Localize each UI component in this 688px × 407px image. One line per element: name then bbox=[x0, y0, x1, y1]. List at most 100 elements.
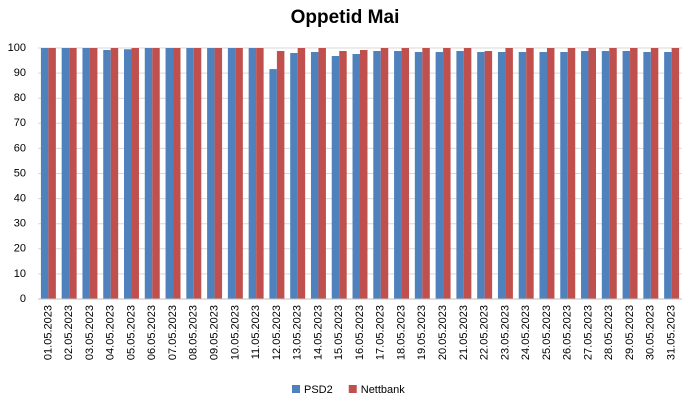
bar bbox=[69, 48, 77, 299]
bar bbox=[484, 51, 493, 300]
bar bbox=[373, 51, 381, 300]
bar bbox=[560, 52, 568, 300]
bar bbox=[463, 48, 472, 299]
bar bbox=[186, 48, 194, 299]
bar bbox=[539, 52, 547, 300]
x-tick-label: 10.05.2023 bbox=[229, 305, 241, 360]
x-tick-label: 21.05.2023 bbox=[458, 305, 470, 360]
x-tick-label: 06.05.2023 bbox=[146, 305, 158, 360]
bar bbox=[110, 48, 119, 299]
x-tick-label: 14.05.2023 bbox=[312, 305, 324, 360]
bar bbox=[152, 48, 160, 299]
bar bbox=[581, 51, 589, 300]
x-tick-label: 02.05.2023 bbox=[63, 305, 75, 360]
bar bbox=[248, 48, 257, 299]
bar bbox=[165, 48, 174, 299]
bar bbox=[650, 48, 659, 299]
bar bbox=[318, 48, 326, 299]
bar bbox=[443, 48, 451, 299]
y-tick-label: 0 bbox=[20, 293, 26, 305]
bar bbox=[124, 49, 132, 299]
bar bbox=[505, 48, 513, 299]
x-tick-label: 18.05.2023 bbox=[395, 305, 407, 360]
bar bbox=[497, 52, 506, 300]
x-tick-label: 30.05.2023 bbox=[645, 305, 657, 360]
bar bbox=[48, 48, 56, 299]
bar bbox=[207, 48, 215, 299]
bar bbox=[339, 51, 347, 300]
x-tick-label: 11.05.2023 bbox=[250, 305, 262, 359]
bar bbox=[477, 52, 485, 300]
x-tick-label: 20.05.2023 bbox=[437, 305, 449, 360]
y-tick-label: 70 bbox=[14, 117, 26, 129]
x-tick-label: 07.05.2023 bbox=[167, 305, 179, 360]
x-tick-label: 04.05.2023 bbox=[105, 305, 117, 360]
x-tick-label: 05.05.2023 bbox=[125, 305, 137, 360]
x-tick-label: 03.05.2023 bbox=[84, 305, 96, 360]
bar bbox=[630, 48, 638, 299]
bar bbox=[518, 52, 527, 300]
x-tick-label: 17.05.2023 bbox=[375, 305, 387, 360]
bar bbox=[352, 54, 360, 299]
bar bbox=[89, 48, 98, 299]
legend-swatch bbox=[292, 385, 300, 393]
bar bbox=[40, 48, 49, 299]
bar bbox=[144, 48, 153, 299]
bar bbox=[235, 48, 243, 299]
bar bbox=[173, 48, 181, 299]
bar bbox=[103, 50, 111, 300]
x-tick-label: 28.05.2023 bbox=[603, 305, 615, 360]
x-tick-label: 08.05.2023 bbox=[188, 305, 200, 360]
bar bbox=[435, 52, 444, 300]
bar bbox=[331, 56, 340, 300]
y-tick-label: 10 bbox=[14, 268, 26, 280]
y-tick-label: 90 bbox=[14, 67, 26, 79]
bar bbox=[609, 48, 617, 299]
bar bbox=[422, 48, 430, 299]
bar bbox=[643, 52, 651, 300]
legend-label: PSD2 bbox=[304, 384, 333, 396]
x-tick-label: 19.05.2023 bbox=[416, 305, 428, 360]
bar bbox=[380, 48, 389, 299]
bar bbox=[227, 48, 236, 299]
y-tick-label: 100 bbox=[8, 42, 26, 54]
y-tick-label: 60 bbox=[14, 142, 26, 154]
bar bbox=[82, 48, 90, 299]
x-tick-label: 24.05.2023 bbox=[520, 305, 532, 360]
x-tick-label: 09.05.2023 bbox=[208, 305, 220, 360]
bar bbox=[588, 48, 596, 299]
y-tick-label: 30 bbox=[14, 218, 26, 230]
x-tick-label: 29.05.2023 bbox=[624, 305, 636, 360]
legend-swatch bbox=[348, 385, 357, 393]
x-tick-label: 23.05.2023 bbox=[499, 305, 511, 360]
bar bbox=[622, 51, 631, 300]
bar bbox=[671, 48, 680, 299]
bar bbox=[546, 48, 555, 299]
x-tick-label: 27.05.2023 bbox=[582, 305, 594, 360]
chart-title: Oppetid Mai bbox=[291, 7, 400, 28]
bar bbox=[360, 50, 368, 300]
bar bbox=[256, 48, 264, 299]
bar bbox=[131, 48, 139, 299]
bar bbox=[601, 51, 610, 300]
x-tick-label: 16.05.2023 bbox=[354, 305, 366, 360]
bar bbox=[276, 51, 285, 300]
bar bbox=[214, 48, 223, 299]
x-tick-label: 12.05.2023 bbox=[271, 305, 283, 360]
bar bbox=[394, 51, 402, 300]
bar bbox=[61, 48, 70, 299]
legend-label: Nettbank bbox=[361, 384, 406, 396]
bar bbox=[297, 48, 306, 299]
y-tick-label: 40 bbox=[14, 193, 26, 205]
x-tick-label: 01.05.2023 bbox=[42, 305, 54, 360]
bar bbox=[310, 52, 319, 300]
bar bbox=[401, 48, 410, 299]
bar bbox=[290, 53, 298, 299]
y-tick-label: 50 bbox=[14, 167, 26, 179]
bar bbox=[664, 52, 672, 300]
bar bbox=[526, 48, 534, 299]
y-tick-label: 80 bbox=[14, 92, 26, 104]
bar bbox=[567, 48, 576, 299]
